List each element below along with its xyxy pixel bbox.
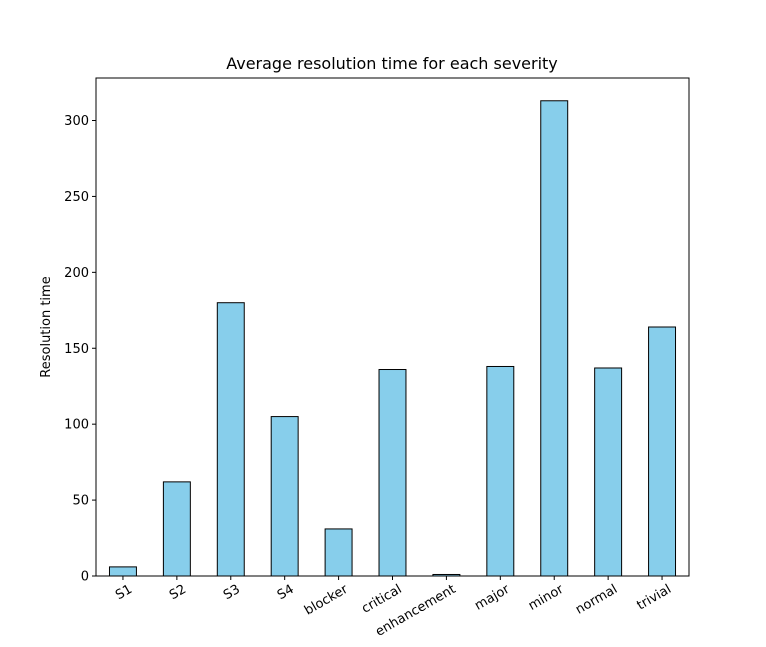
bar-S1 <box>108 566 137 577</box>
y-tick-label: 50 <box>72 494 89 509</box>
y-tick-label: 200 <box>64 266 89 281</box>
chart-title: Average resolution time for each severit… <box>226 54 558 73</box>
bar-S3 <box>216 302 245 577</box>
x-tick-label: blocker <box>302 582 351 619</box>
x-tick-label: critical <box>359 582 404 617</box>
bar-normal <box>594 367 623 577</box>
bar-trivial <box>648 326 677 577</box>
plot-frame <box>95 77 690 577</box>
y-tick-label: 150 <box>64 342 89 357</box>
y-tick-label: 250 <box>64 190 89 205</box>
y-tick-label: 0 <box>81 570 89 585</box>
y-axis-ticks: 0 50 100 150 200 250 300 <box>64 114 96 585</box>
bar-S4 <box>270 416 299 577</box>
x-tick-label: major <box>472 582 513 614</box>
x-tick-label: S1 <box>113 582 135 603</box>
y-axis-label: Resolution time <box>39 276 54 377</box>
bar-major <box>486 365 515 577</box>
x-tick-label: S4 <box>275 582 297 603</box>
x-tick-label: minor <box>526 582 567 614</box>
bar-S2 <box>162 481 191 577</box>
y-tick-label: 100 <box>64 418 89 433</box>
y-tick-label: 300 <box>64 114 89 129</box>
x-tick-label: trivial <box>635 582 674 613</box>
bars-group <box>108 100 677 577</box>
x-tick-label: normal <box>573 582 620 618</box>
x-tick-label: S3 <box>221 582 243 603</box>
bar-critical <box>378 369 407 577</box>
bar-blocker <box>324 528 353 577</box>
bar-minor <box>540 100 569 577</box>
x-tick-label: S2 <box>167 582 189 603</box>
